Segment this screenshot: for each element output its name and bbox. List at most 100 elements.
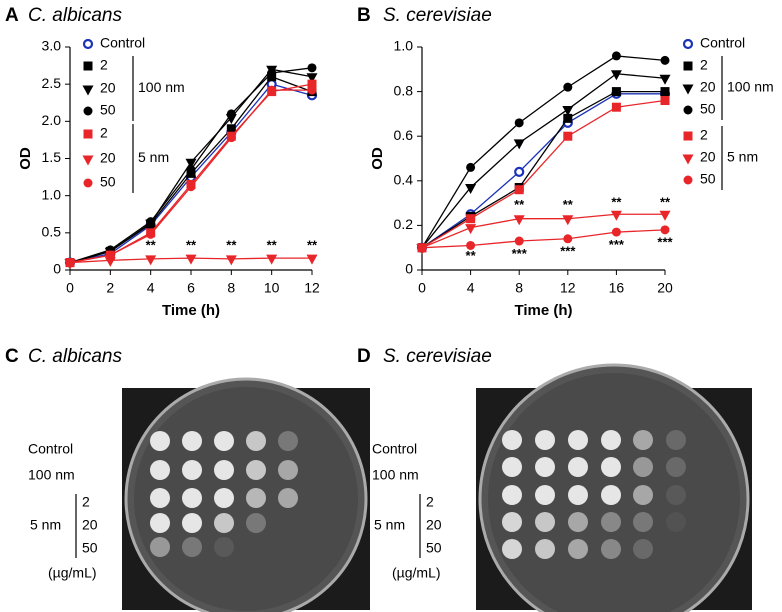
marker bbox=[105, 250, 115, 260]
marker bbox=[563, 113, 573, 123]
marker bbox=[682, 38, 694, 50]
x-axis-title: Time (h) bbox=[162, 302, 220, 319]
annotation: ** bbox=[466, 248, 477, 263]
spot bbox=[502, 485, 522, 505]
marker bbox=[306, 73, 318, 84]
marker bbox=[186, 165, 196, 175]
legend-label: Control bbox=[100, 35, 145, 51]
spot bbox=[246, 431, 266, 451]
legend-label: 2 bbox=[700, 127, 708, 143]
marker bbox=[307, 85, 317, 95]
group-label: 5 nm bbox=[374, 517, 405, 533]
marker bbox=[417, 243, 427, 253]
marker bbox=[513, 139, 525, 150]
marker bbox=[466, 240, 476, 250]
spot bbox=[666, 512, 686, 532]
legend-label: Control bbox=[700, 35, 745, 51]
marker bbox=[83, 61, 93, 71]
annotation: *** bbox=[512, 246, 528, 261]
spot bbox=[666, 457, 686, 477]
y-tick-label: 0.8 bbox=[394, 82, 414, 98]
marker bbox=[65, 258, 75, 268]
spot bbox=[633, 430, 653, 450]
panel-title: S. cerevisiae bbox=[383, 346, 492, 367]
unit-label: (µg/mL) bbox=[392, 565, 441, 581]
dose-label: 20 bbox=[82, 517, 98, 533]
spot bbox=[278, 460, 298, 480]
y-axis-title: OD bbox=[369, 147, 386, 170]
spot bbox=[535, 457, 555, 477]
legend-label: 2 bbox=[100, 125, 108, 141]
y-tick-label: 0.6 bbox=[394, 127, 414, 143]
marker bbox=[465, 183, 477, 194]
y-tick-label: 0.5 bbox=[42, 224, 62, 240]
marker bbox=[145, 255, 157, 266]
spot bbox=[666, 485, 686, 505]
spot bbox=[182, 513, 202, 533]
y-tick-label: 0 bbox=[53, 261, 61, 277]
x-tick-label: 0 bbox=[418, 280, 426, 296]
spot bbox=[568, 512, 588, 532]
marker bbox=[83, 178, 93, 188]
spot bbox=[278, 431, 298, 451]
marker bbox=[266, 254, 278, 265]
spot bbox=[502, 539, 522, 559]
x-tick-label: 8 bbox=[515, 280, 523, 296]
marker bbox=[660, 55, 670, 65]
legend-label: 50 bbox=[700, 101, 716, 117]
marker bbox=[659, 74, 671, 85]
spot bbox=[568, 430, 588, 450]
x-tick-label: 2 bbox=[106, 280, 114, 296]
legend-group-label: 100 nm bbox=[727, 79, 774, 95]
panel-letter: A bbox=[5, 5, 19, 26]
marker bbox=[659, 210, 671, 221]
marker bbox=[185, 158, 197, 169]
spot bbox=[214, 431, 234, 451]
spot bbox=[601, 539, 621, 559]
spot bbox=[633, 485, 653, 505]
series-line bbox=[421, 93, 665, 249]
spot bbox=[182, 537, 202, 557]
spot bbox=[535, 539, 555, 559]
marker bbox=[83, 106, 93, 116]
marker bbox=[514, 166, 525, 177]
legend-label: 50 bbox=[100, 174, 116, 190]
marker bbox=[563, 131, 573, 141]
spot bbox=[246, 488, 266, 508]
annotation: ** bbox=[146, 238, 157, 253]
marker bbox=[513, 215, 525, 226]
annotation: ** bbox=[186, 238, 197, 253]
annotation: *** bbox=[657, 235, 673, 250]
marker bbox=[226, 133, 236, 143]
row-label: 100 nm bbox=[372, 467, 419, 483]
spot bbox=[568, 485, 588, 505]
marker bbox=[563, 234, 573, 244]
marker bbox=[611, 227, 621, 237]
marker bbox=[466, 214, 476, 224]
x-tick-label: 4 bbox=[467, 280, 475, 296]
spot bbox=[150, 537, 170, 557]
marker bbox=[146, 217, 156, 227]
marker bbox=[611, 87, 621, 97]
marker bbox=[682, 154, 694, 165]
marker bbox=[514, 118, 524, 128]
y-tick-label: 3.0 bbox=[42, 38, 62, 54]
marker bbox=[82, 85, 94, 96]
dose-label: 20 bbox=[426, 517, 442, 533]
spot bbox=[666, 430, 686, 450]
row-label: 100 nm bbox=[28, 467, 75, 483]
spot bbox=[633, 512, 653, 532]
spot bbox=[601, 430, 621, 450]
spot bbox=[214, 513, 234, 533]
marker bbox=[660, 225, 670, 235]
spot bbox=[246, 460, 266, 480]
marker bbox=[610, 70, 622, 81]
dose-label: 2 bbox=[426, 494, 434, 510]
y-tick-label: 2.0 bbox=[42, 112, 62, 128]
legend-label: 20 bbox=[100, 150, 116, 166]
spot bbox=[502, 457, 522, 477]
y-tick-label: 1.0 bbox=[42, 186, 62, 202]
y-tick-label: 1.0 bbox=[394, 38, 414, 54]
legend-label: 2 bbox=[700, 57, 708, 73]
y-tick-label: 0 bbox=[405, 261, 413, 277]
